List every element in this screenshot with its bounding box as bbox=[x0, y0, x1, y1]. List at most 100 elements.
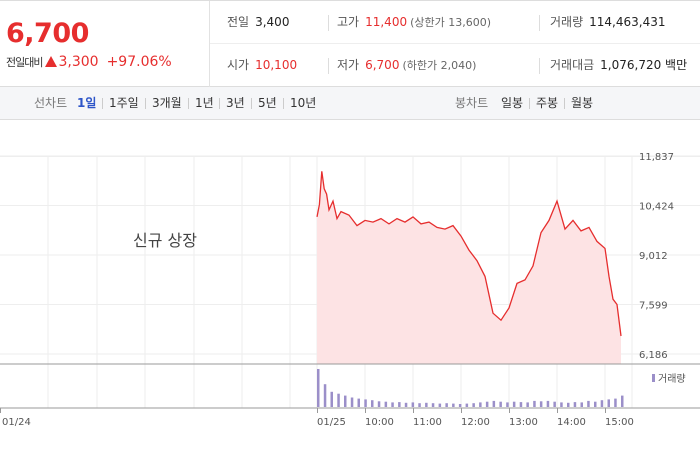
change-percent: +97.06% bbox=[106, 54, 172, 70]
volume-bar bbox=[384, 401, 388, 407]
candle-weekly[interactable]: 주봉 bbox=[536, 96, 559, 110]
volume-bar bbox=[607, 399, 610, 407]
volume-bar bbox=[418, 403, 421, 407]
x-tick-label: 01/24 bbox=[2, 417, 31, 428]
volume-bar bbox=[600, 400, 604, 407]
divider bbox=[219, 98, 220, 109]
quote-header: 6,700 전일대비 3,300 +97.06% 전일 3,400 고가 11,400(… bbox=[0, 0, 700, 87]
divider bbox=[564, 98, 565, 109]
divider bbox=[529, 98, 530, 109]
period-10y[interactable]: 10년 bbox=[290, 96, 317, 110]
divider bbox=[328, 15, 329, 31]
volume-bar bbox=[594, 401, 597, 407]
price-summary: 6,700 전일대비 3,300 +97.06% bbox=[0, 1, 210, 87]
period-1w[interactable]: 1주일 bbox=[109, 96, 139, 110]
volume-bar bbox=[350, 397, 354, 407]
x-tick-label: 11:00 bbox=[413, 417, 442, 428]
volume-bar bbox=[485, 401, 489, 407]
volume-bar bbox=[323, 384, 327, 407]
volume-bar bbox=[573, 402, 577, 407]
line-chart-label: 선차트 bbox=[34, 96, 68, 110]
candle-chart-label: 봉차트 bbox=[455, 96, 489, 110]
volume-bar bbox=[567, 402, 570, 407]
volume-bar bbox=[533, 400, 536, 407]
period-1d[interactable]: 1일 bbox=[77, 96, 97, 110]
divider bbox=[102, 98, 103, 109]
volume-bar bbox=[458, 404, 462, 407]
volume-bars bbox=[317, 369, 624, 407]
volume-bar bbox=[438, 403, 442, 407]
stats-row: 시가 10,100 저가 6,700 (하한가 2,040) 거래대금 1,076,72… bbox=[210, 44, 700, 87]
volume-bar bbox=[553, 401, 556, 407]
x-tick-label: 12:00 bbox=[461, 417, 490, 428]
volume-bar bbox=[398, 402, 401, 407]
volume-bar bbox=[357, 398, 360, 407]
volume-bar bbox=[317, 369, 320, 407]
price-line bbox=[316, 171, 622, 337]
candle-monthly[interactable]: 월봉 bbox=[571, 96, 594, 110]
volume-bar bbox=[425, 402, 428, 407]
volume-bar bbox=[479, 402, 482, 407]
volume-bar bbox=[344, 395, 347, 407]
x-axis-ticks: 01/24 01/25 10:00 11:00 12:00 13:00 14:00 15:00 bbox=[0, 408, 634, 428]
stat-volume: 거래량 114,463,431 bbox=[550, 15, 666, 29]
change-value: 3,300 bbox=[58, 54, 99, 70]
volume-legend: 거래량 bbox=[658, 373, 686, 385]
divider bbox=[283, 98, 284, 109]
x-tick-label: 14:00 bbox=[557, 417, 586, 428]
volume-bar bbox=[499, 401, 502, 407]
volume-bar bbox=[546, 400, 550, 407]
volume-bar bbox=[539, 401, 543, 407]
volume-bar bbox=[452, 403, 455, 407]
volume-bar bbox=[621, 395, 624, 407]
stat-amount: 거래대금 1,076,720 백만 bbox=[550, 58, 688, 72]
y-tick-label: 9,012 bbox=[639, 251, 668, 262]
stats-row: 전일 3,400 고가 11,400 (상한가 13,600) 거래량 114,463,… bbox=[210, 1, 700, 44]
chart-toolbar: 선차트 1일 1주일 3개월 1년 3년 5년 10년 봉차트 일봉 주봉 월봉 bbox=[0, 87, 700, 120]
x-tick-label: 15:00 bbox=[605, 417, 634, 428]
divider bbox=[188, 98, 189, 109]
volume-bar bbox=[337, 393, 340, 407]
stat-prev-close: 전일 3,400 bbox=[227, 15, 290, 29]
volume-bar bbox=[411, 402, 415, 407]
new-listing-annotation: 신규 상장 bbox=[133, 231, 197, 250]
change-label: 전일대비 bbox=[6, 56, 43, 69]
volume-bar bbox=[519, 402, 523, 407]
period-1y[interactable]: 1년 bbox=[195, 96, 214, 110]
volume-bar bbox=[472, 403, 475, 407]
x-tick-label: 10:00 bbox=[365, 417, 394, 428]
candle-daily[interactable]: 일봉 bbox=[501, 96, 524, 110]
volume-bar bbox=[465, 403, 469, 407]
price-stats: 전일 3,400 고가 11,400 (상한가 13,600) 거래량 114,463,… bbox=[210, 1, 700, 87]
price-area bbox=[317, 171, 621, 364]
volume-bar bbox=[364, 399, 367, 407]
divider bbox=[328, 58, 329, 74]
period-3m[interactable]: 3개월 bbox=[152, 96, 182, 110]
volume-bar bbox=[371, 400, 374, 407]
y-tick-label: 11,837 bbox=[639, 152, 674, 163]
volume-bar bbox=[391, 402, 394, 407]
volume-bar bbox=[506, 402, 509, 407]
volume-bar bbox=[580, 402, 583, 407]
period-5y[interactable]: 5년 bbox=[258, 96, 277, 110]
period-3y[interactable]: 3년 bbox=[226, 96, 245, 110]
up-triangle-icon bbox=[45, 56, 58, 67]
stat-low: 저가 6,700 (하한가 2,040) bbox=[337, 58, 477, 72]
volume-bar bbox=[526, 402, 529, 407]
y-tick-label: 10,424 bbox=[639, 202, 674, 213]
volume-bar bbox=[431, 403, 435, 407]
price-change: 전일대비 3,300 +97.06% bbox=[6, 54, 172, 70]
volume-bar bbox=[330, 391, 333, 407]
divider bbox=[539, 15, 540, 31]
divider bbox=[251, 98, 252, 109]
x-tick-label: 01/25 bbox=[317, 417, 346, 428]
chart-top-border bbox=[0, 156, 700, 157]
volume-bar bbox=[587, 400, 590, 407]
y-tick-label: 7,599 bbox=[639, 301, 668, 312]
price-chart: 신규 상장 11,837 10,424 9,012 7,599 6,186 거래량 01… bbox=[0, 121, 700, 450]
volume-bar bbox=[492, 400, 496, 407]
current-price: 6,700 bbox=[6, 18, 89, 49]
divider bbox=[539, 58, 540, 74]
volume-bar bbox=[560, 402, 563, 407]
volume-bar bbox=[404, 402, 408, 407]
